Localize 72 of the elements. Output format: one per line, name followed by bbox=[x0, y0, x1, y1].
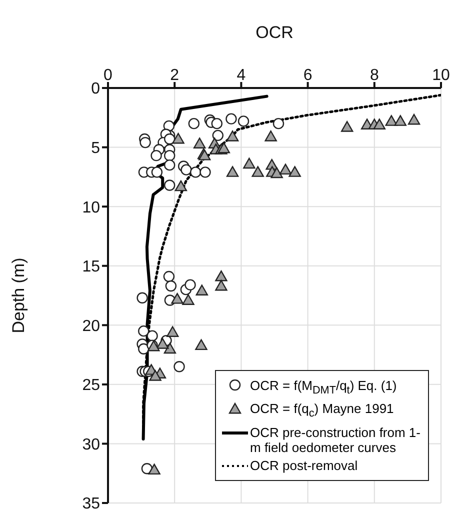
point bbox=[166, 326, 179, 337]
point bbox=[136, 292, 148, 304]
point bbox=[243, 158, 256, 169]
point bbox=[172, 132, 184, 144]
legend-label: OCR post-removal bbox=[250, 458, 358, 473]
point bbox=[182, 294, 194, 305]
point bbox=[238, 116, 250, 127]
x-tick-label: 2 bbox=[170, 67, 180, 84]
y-tick-label: 35 bbox=[82, 496, 100, 513]
point bbox=[148, 464, 160, 475]
point bbox=[196, 284, 208, 296]
point bbox=[174, 361, 185, 372]
point bbox=[215, 280, 228, 291]
point bbox=[180, 164, 192, 176]
point bbox=[164, 342, 176, 354]
point bbox=[164, 150, 176, 162]
x-axis-title: OCR bbox=[256, 23, 294, 42]
point bbox=[156, 338, 169, 349]
x-tick-label: 6 bbox=[303, 67, 312, 84]
point bbox=[408, 114, 420, 125]
point bbox=[288, 166, 301, 177]
point bbox=[165, 280, 177, 292]
point bbox=[138, 325, 150, 337]
point bbox=[188, 118, 200, 130]
point bbox=[193, 138, 206, 148]
x-tick-label: 8 bbox=[370, 67, 379, 84]
point bbox=[226, 113, 237, 124]
point bbox=[146, 330, 158, 342]
x-tick-label: 10 bbox=[432, 67, 450, 84]
y-tick-label: 10 bbox=[82, 199, 100, 216]
point bbox=[171, 292, 184, 304]
legend-label: OCR = f(q$_{c}$) Mayne 1991 bbox=[250, 401, 394, 422]
point bbox=[164, 180, 176, 191]
point bbox=[163, 270, 175, 282]
point bbox=[226, 166, 239, 177]
point bbox=[149, 370, 162, 381]
point bbox=[211, 118, 222, 130]
point bbox=[190, 166, 202, 178]
legend-label: OCR = f(M$_{DMT}$/q$_{t}$) Eq. (1) bbox=[250, 378, 397, 398]
point bbox=[385, 115, 398, 126]
point bbox=[174, 180, 188, 192]
point bbox=[270, 167, 283, 178]
point bbox=[226, 130, 239, 142]
point bbox=[150, 150, 162, 162]
point bbox=[279, 164, 292, 175]
point bbox=[164, 133, 176, 145]
y-tick-label: 20 bbox=[82, 318, 100, 335]
y-axis-title: Depth (m) bbox=[9, 258, 28, 334]
point bbox=[164, 159, 176, 171]
y-tick-label: 5 bbox=[91, 140, 100, 157]
point bbox=[252, 166, 264, 177]
y-tick-label: 0 bbox=[91, 80, 100, 98]
point bbox=[184, 279, 196, 290]
y-tick-label: 25 bbox=[82, 377, 100, 394]
y-tick-label: 30 bbox=[82, 436, 100, 454]
point bbox=[138, 343, 150, 354]
point bbox=[215, 270, 228, 282]
point bbox=[394, 115, 406, 126]
point bbox=[140, 136, 151, 148]
point bbox=[212, 130, 224, 142]
point bbox=[200, 166, 211, 178]
y-tick-label: 15 bbox=[82, 258, 100, 276]
x-tick-label: 0 bbox=[104, 67, 113, 84]
point bbox=[272, 118, 284, 130]
point bbox=[373, 118, 386, 130]
point bbox=[195, 339, 208, 350]
point bbox=[340, 121, 354, 132]
legend-label: OCR pre-construction from 1-m field oedometer curves bbox=[250, 425, 422, 455]
point bbox=[264, 130, 277, 142]
point bbox=[218, 142, 230, 154]
x-tick-label: 4 bbox=[236, 67, 246, 84]
point bbox=[151, 166, 163, 178]
